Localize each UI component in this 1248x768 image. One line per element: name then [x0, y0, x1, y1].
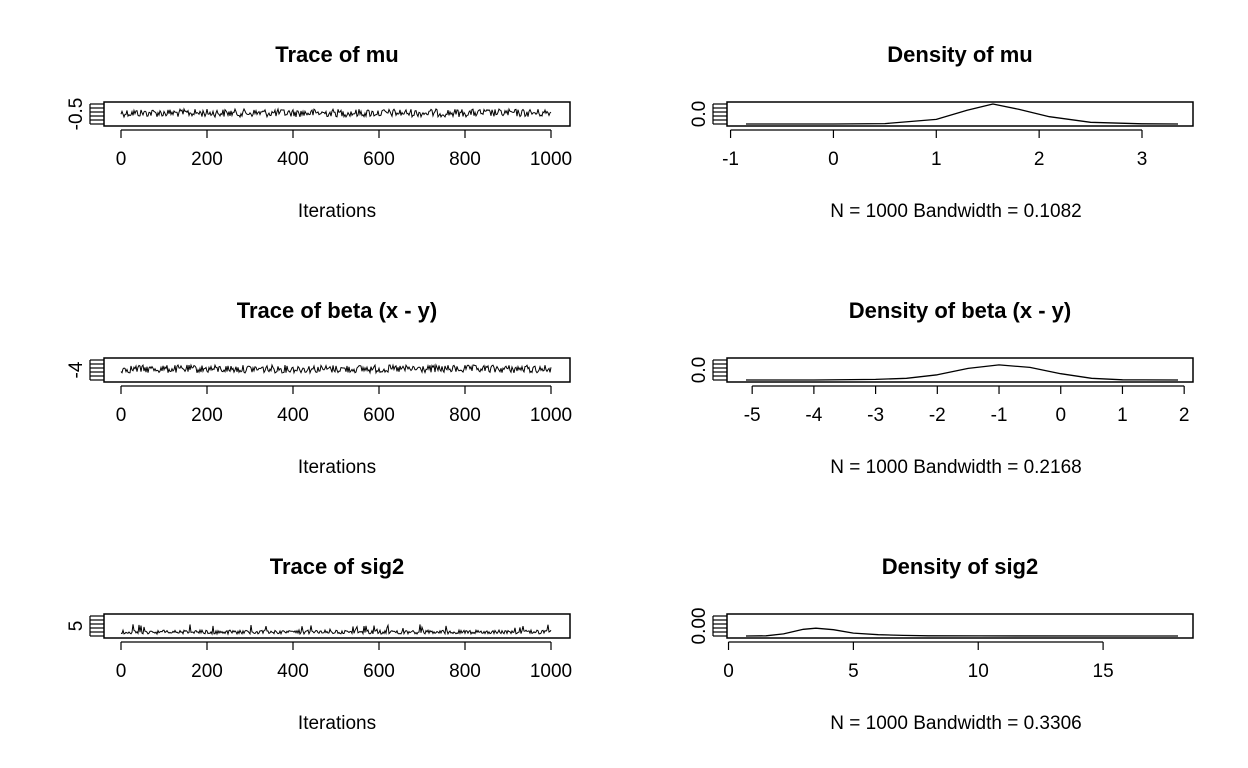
x-axis-label: N = 1000 Bandwidth = 0.1082 — [830, 201, 1081, 222]
x-tick-label: 10 — [968, 661, 989, 682]
x-tick-label: 0 — [116, 149, 127, 170]
x-tick-label: 5 — [848, 661, 859, 682]
x-tick-label: -5 — [744, 405, 761, 426]
plot-box-trace-of-sig2 — [103, 613, 571, 639]
x-tick-label: 1000 — [530, 149, 572, 170]
chart-title-density-of-mu: Density of mu — [887, 42, 1032, 67]
x-tick-label: 800 — [449, 405, 481, 426]
x-tick-label: 0 — [116, 405, 127, 426]
x-tick-label: 600 — [363, 405, 395, 426]
chart-title-density-of-beta-x-y: Density of beta (x - y) — [849, 298, 1071, 323]
x-tick-label: 0 — [723, 661, 734, 682]
plot-box-density-of-sig2 — [726, 613, 1194, 639]
x-tick-label: 3 — [1137, 149, 1148, 170]
y-tick-label: -0.5 — [66, 98, 87, 131]
x-tick-label: 800 — [449, 149, 481, 170]
x-axis-label: Iterations — [298, 457, 376, 478]
x-tick-label: 1000 — [530, 661, 572, 682]
trace-line — [120, 107, 552, 119]
plot-box-trace-of-mu — [103, 101, 571, 127]
x-tick-label: 0 — [1055, 405, 1066, 426]
x-tick-label: 400 — [277, 405, 309, 426]
y-tick-label: -4 — [66, 361, 87, 378]
x-tick-label: -2 — [929, 405, 946, 426]
x-tick-label: 400 — [277, 661, 309, 682]
y-tick-label: 5 — [66, 621, 87, 632]
x-tick-label: 2 — [1179, 405, 1190, 426]
density-curve — [745, 627, 1179, 637]
x-tick-label: 1000 — [530, 405, 572, 426]
x-tick-label: 400 — [277, 149, 309, 170]
trace-line — [120, 623, 552, 636]
x-tick-label: -4 — [805, 405, 822, 426]
x-tick-label: 0 — [116, 661, 127, 682]
x-tick-label: -3 — [867, 405, 884, 426]
x-tick-label: 200 — [191, 661, 223, 682]
y-tick-label: 0.0 — [689, 357, 710, 383]
x-tick-label: 600 — [363, 149, 395, 170]
x-tick-label: 0 — [828, 149, 839, 170]
x-axis-label: N = 1000 Bandwidth = 0.3306 — [830, 713, 1081, 734]
x-axis-label: Iterations — [298, 201, 376, 222]
x-tick-label: 2 — [1034, 149, 1045, 170]
chart-title-density-of-sig2: Density of sig2 — [882, 554, 1038, 579]
x-axis-label: N = 1000 Bandwidth = 0.2168 — [830, 457, 1081, 478]
chart-title-trace-of-sig2: Trace of sig2 — [270, 554, 405, 579]
y-tick-label: 0.00 — [689, 608, 710, 645]
chart-title-trace-of-beta-x-y: Trace of beta (x - y) — [237, 298, 438, 323]
x-tick-label: -1 — [722, 149, 739, 170]
plot-box-density-of-beta-x-y — [726, 357, 1194, 383]
density-curve — [746, 103, 1179, 125]
x-tick-label: -1 — [991, 405, 1008, 426]
x-tick-label: 200 — [191, 149, 223, 170]
trace-line — [120, 363, 552, 375]
plot-box-density-of-mu — [726, 101, 1194, 127]
x-axis-label: Iterations — [298, 713, 376, 734]
x-tick-label: 15 — [1093, 661, 1114, 682]
density-curve — [746, 364, 1179, 381]
x-tick-label: 1 — [931, 149, 942, 170]
x-tick-label: 1 — [1117, 405, 1128, 426]
chart-title-trace-of-mu: Trace of mu — [275, 42, 398, 67]
plot-box-trace-of-beta-x-y — [103, 357, 571, 383]
y-tick-label: 0.0 — [689, 101, 710, 127]
x-tick-label: 600 — [363, 661, 395, 682]
x-tick-label: 800 — [449, 661, 481, 682]
x-tick-label: 200 — [191, 405, 223, 426]
